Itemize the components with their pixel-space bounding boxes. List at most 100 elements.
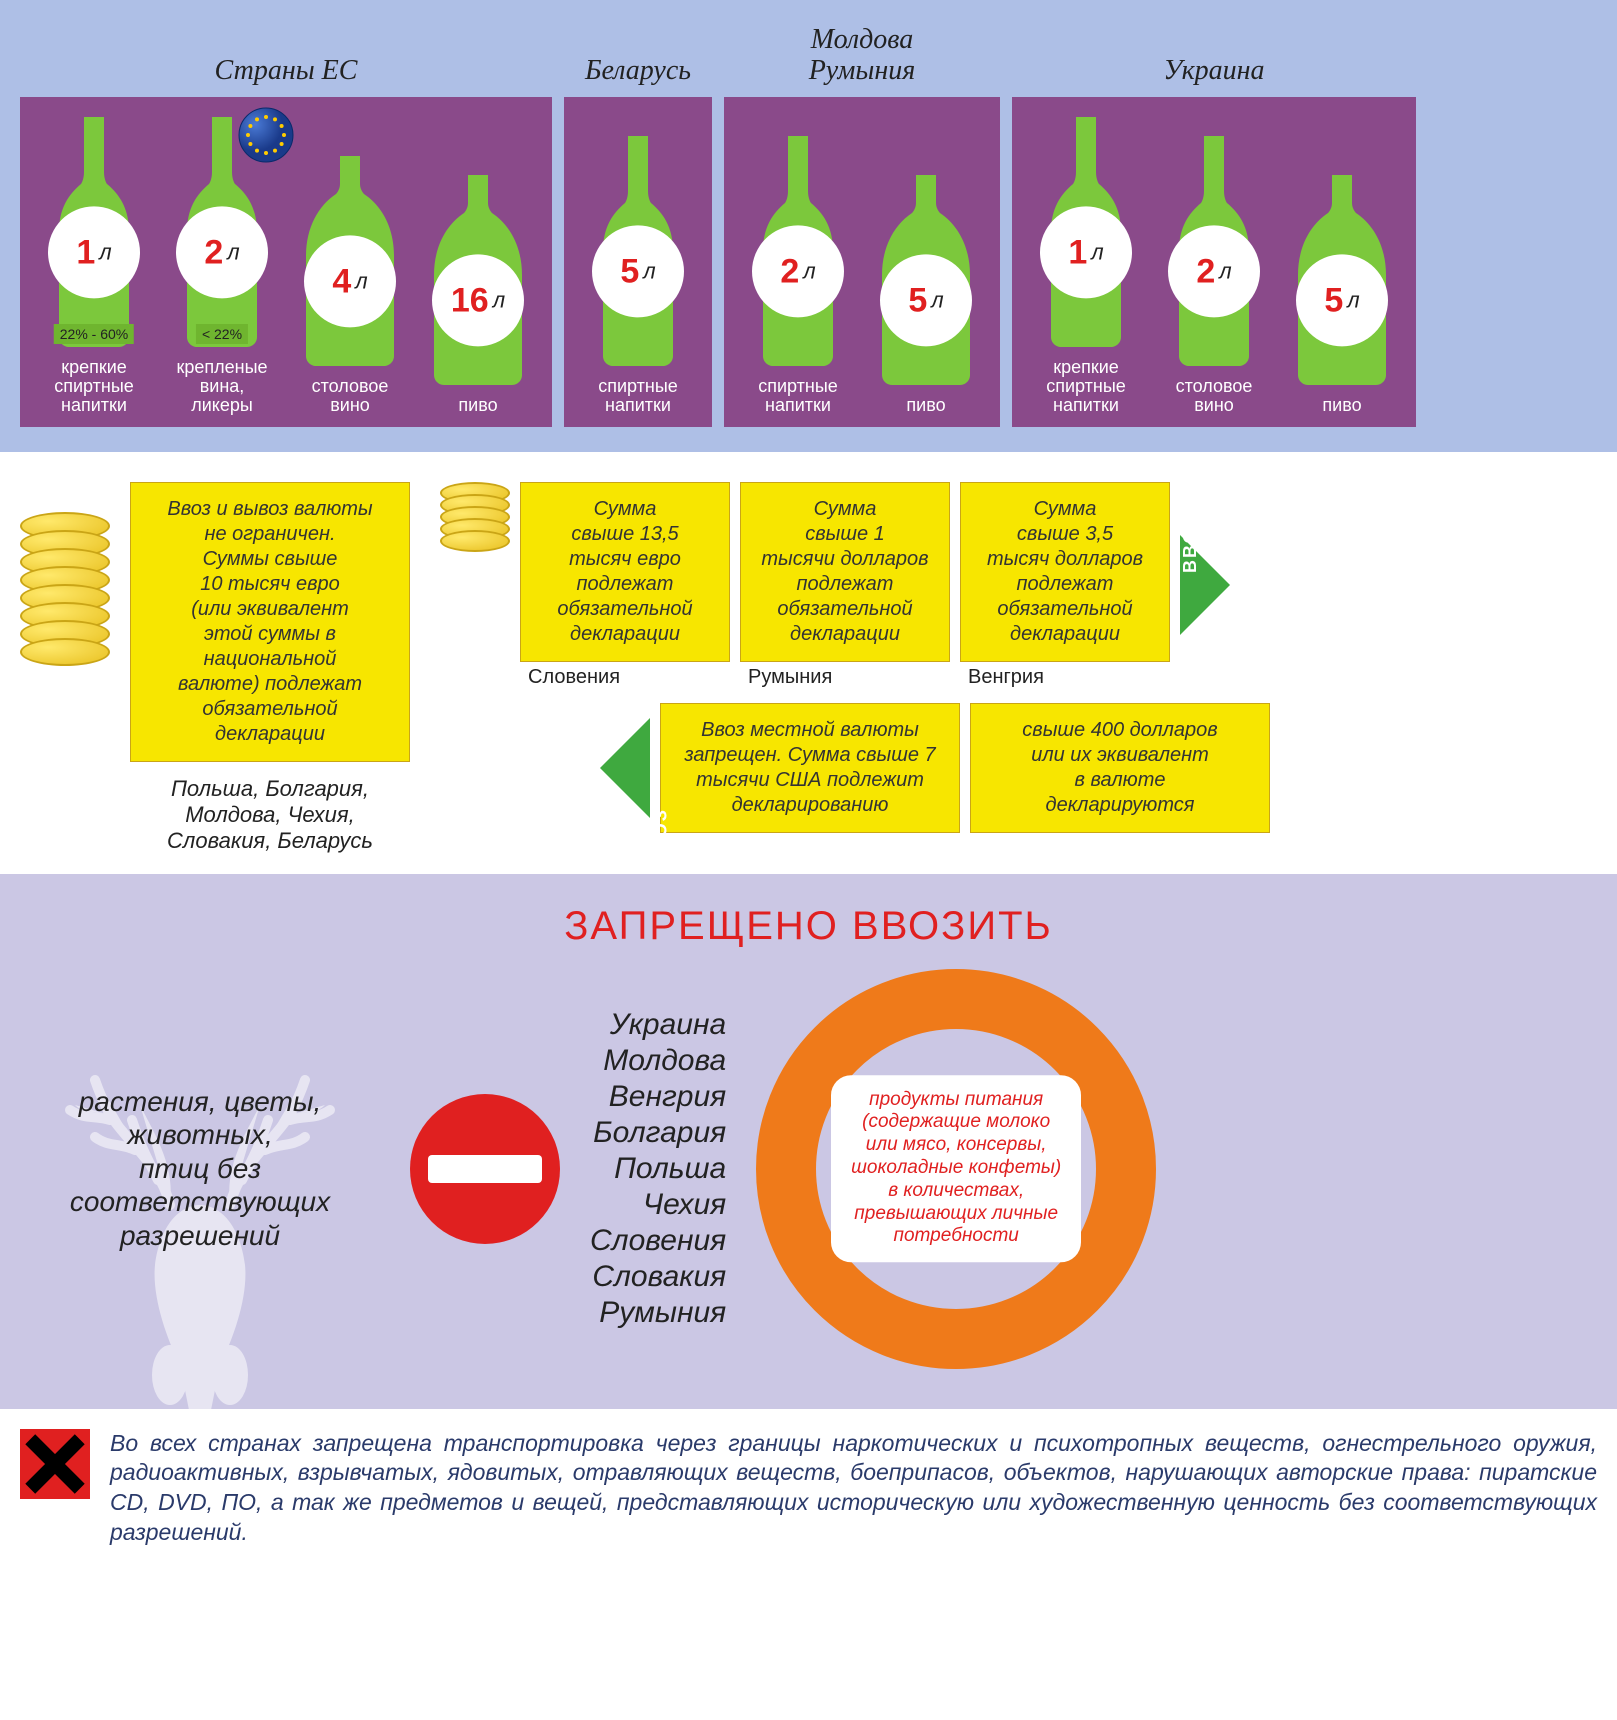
bottle-icon: 5л <box>1287 175 1397 390</box>
footer-section: Во всех странах запрещена транспортировк… <box>0 1409 1617 1569</box>
coin-stack-icon <box>20 482 110 666</box>
bottle-caption: столовоевино <box>1176 377 1253 415</box>
country-title: МолдоваРумыния <box>809 25 916 87</box>
country-title: Украина <box>1163 56 1264 87</box>
forbidden-countries: УкраинаМолдоваВенгрияБолгарияПольшаЧехия… <box>590 1007 726 1331</box>
country-title: Страны ЕС <box>215 56 358 87</box>
currency-import-row: Суммасвыше 13,5тысяч европодлежатобязате… <box>440 482 1597 689</box>
export-arrow-icon: ВЫВОЗ <box>600 718 650 818</box>
bottle-num: 5 <box>908 281 927 320</box>
currency-in-box: Суммасвыше 13,5тысяч европодлежатобязате… <box>520 482 730 662</box>
bottle-caption: крепкиеспиртныенапитки <box>1046 358 1126 415</box>
bottle-icon: 2л <box>748 136 848 371</box>
forbidden-title: ЗАПРЕЩЕНО ВВОЗИТЬ <box>20 904 1597 949</box>
currency-in-column: Суммасвыше 3,5тысяч долларовподлежатобяз… <box>960 482 1170 689</box>
currency-left-countries: Польша, Болгария,Молдова, Чехия,Словакия… <box>130 776 410 854</box>
bottle-volume-badge: 2л <box>176 207 268 299</box>
bottle-caption: столовоевино <box>312 377 389 415</box>
bottle-icon: 5л <box>871 175 981 390</box>
bottle-volume-badge: 2л <box>752 226 844 318</box>
bottle-volume-badge: 4л <box>304 236 396 328</box>
bottles-panel: 2лспиртныенапитки5лпиво <box>724 97 1000 427</box>
bottle-unit: 1л 22% - 60% крепкиеспиртныенапитки <box>34 117 154 415</box>
bottle-unit: 2л столовоевино <box>1154 136 1274 415</box>
currency-in-column: Суммасвыше 1тысячи долларовподлежатобяза… <box>740 482 950 689</box>
bottle-unit-label: л <box>931 288 943 314</box>
bottle-num: 2 <box>204 233 223 272</box>
bottle-unit: 16лпиво <box>418 175 538 415</box>
country-block: Страны ЕС1л22% - 60%крепкиеспиртныенапит… <box>20 56 552 427</box>
bottle-unit-label: л <box>493 288 505 314</box>
currency-left: Ввоз и вывоз валютыне ограничен.Суммы св… <box>20 482 410 854</box>
x-icon <box>20 1429 90 1499</box>
country-block: Украина1лкрепкиеспиртныенапитки2лстолово… <box>1012 56 1416 427</box>
currency-right: Суммасвыше 13,5тысяч европодлежатобязате… <box>440 482 1597 833</box>
currency-in-country: Словения <box>520 662 730 689</box>
currency-in-column: Суммасвыше 13,5тысяч европодлежатобязате… <box>520 482 730 689</box>
import-label: ВВОЗ <box>1180 514 1201 573</box>
currency-left-box: Ввоз и вывоз валютыне ограничен.Суммы св… <box>130 482 410 762</box>
bottle-num: 1 <box>76 233 95 272</box>
bottle-num: 1 <box>1068 233 1087 272</box>
country-block: Беларусь 5л спиртныенапитки <box>564 56 712 427</box>
country-title: Беларусь <box>585 56 691 87</box>
bottle-icon: 5л <box>588 136 688 371</box>
currency-section: Ввоз и вывоз валютыне ограничен.Суммы св… <box>0 452 1617 874</box>
bottle-num: 16 <box>451 281 489 320</box>
bottle-num: 2 <box>780 252 799 291</box>
bottle-num: 5 <box>1324 281 1343 320</box>
deer-block: растения, цветы,животных,птиц безсоответ… <box>20 1085 380 1253</box>
bottle-volume-badge: 2л <box>1168 226 1260 318</box>
bottle-caption: крепленыевина,ликеры <box>176 358 267 415</box>
alcohol-section: Страны ЕС1л22% - 60%крепкиеспиртныенапит… <box>0 0 1617 452</box>
bottle-volume-badge: 16л <box>432 255 524 347</box>
currency-in-country: Венгрия <box>960 662 1170 689</box>
bottle-unit-label: л <box>1091 240 1103 266</box>
currency-in-box: Суммасвыше 3,5тысяч долларовподлежатобяз… <box>960 482 1170 662</box>
bottle-icon: 1л <box>1036 117 1136 352</box>
bottle-unit-label: л <box>355 269 367 295</box>
bottles-panel: 1л22% - 60%крепкиеспиртныенапитки2л< 22%… <box>20 97 552 427</box>
ring-block: продукты питания(содержащие молокоили мя… <box>756 969 1156 1369</box>
bottle-caption: спиртныенапитки <box>758 377 838 415</box>
bottle-icon: 2л < 22% <box>172 117 272 352</box>
footer-text: Во всех странах запрещена транспортировк… <box>110 1429 1597 1549</box>
bottle-unit-label: л <box>99 240 111 266</box>
forbidden-section: ЗАПРЕЩЕНО ВВОЗИТЬ <box>0 874 1617 1409</box>
currency-in-country: Румыния <box>740 662 950 689</box>
bottle-unit: 1л крепкиеспиртныенапитки <box>1026 117 1146 415</box>
bottle-unit-label: л <box>803 259 815 285</box>
ring-text: продукты питания(содержащие молокоили мя… <box>831 1075 1081 1263</box>
bottle-unit-label: л <box>643 259 655 285</box>
deer-text: растения, цветы,животных,птиц безсоответ… <box>20 1085 380 1253</box>
bottle-caption: крепкиеспиртныенапитки <box>54 358 134 415</box>
bottle-caption: пиво <box>1322 396 1361 415</box>
bottle-unit-label: л <box>1219 259 1231 285</box>
bottle-volume-badge: 5л <box>1296 255 1388 347</box>
bottle-num: 5 <box>620 252 639 291</box>
bottle-unit: 2л спиртныенапитки <box>738 136 858 415</box>
bottle-caption: спиртныенапитки <box>598 377 678 415</box>
bottle-volume-badge: 1л <box>48 207 140 299</box>
currency-out-box: Ввоз местной валютызапрещен. Сумма свыше… <box>660 703 960 833</box>
bottle-caption: пиво <box>906 396 945 415</box>
bottle-unit: 5л пиво <box>1282 175 1402 415</box>
bottle-icon: 1л 22% - 60% <box>44 117 144 352</box>
bottle-unit: 5л пиво <box>866 175 986 415</box>
bottle-pct-band: 22% - 60% <box>54 324 134 344</box>
bottle-volume-badge: 5л <box>592 226 684 318</box>
currency-export-row: ВЫВОЗ Ввоз местной валютызапрещен. Сумма… <box>600 703 1597 833</box>
bottle-unit-label: л <box>1347 288 1359 314</box>
bottle-volume-badge: 5л <box>880 255 972 347</box>
bottle-icon: 2л <box>1164 136 1264 371</box>
bottle-pct-band: < 22% <box>196 324 248 344</box>
bottle-icon: 16л <box>423 175 533 390</box>
bottle-num: 2 <box>1196 252 1215 291</box>
country-block: МолдоваРумыния2лспиртныенапитки5лпиво <box>724 25 1000 427</box>
bottle-unit: 2л < 22% крепленыевина,ликеры <box>162 117 282 415</box>
eu-flag-icon <box>238 107 294 163</box>
bottles-panel: 1лкрепкиеспиртныенапитки2лстоловоевино5л… <box>1012 97 1416 427</box>
bottle-unit-label: л <box>227 240 239 266</box>
bottles-panel: 5л спиртныенапитки <box>564 97 712 427</box>
currency-in-box: Суммасвыше 1тысячи долларовподлежатобяза… <box>740 482 950 662</box>
